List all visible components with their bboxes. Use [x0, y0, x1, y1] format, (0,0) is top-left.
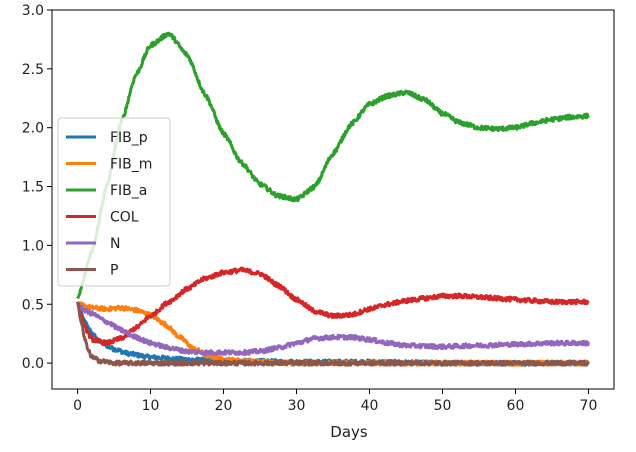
- legend-label-fib-a: FIB_a: [110, 183, 147, 199]
- y-tick-label: 0.5: [22, 297, 44, 313]
- plot-frame: [51, 9, 615, 390]
- y-tick-label: 1.0: [22, 238, 44, 254]
- plot-layer: [76, 31, 590, 367]
- x-tick-label: 70: [580, 398, 598, 414]
- y-tick-label: 3.0: [22, 3, 44, 19]
- y-tick-label: 0.0: [22, 356, 44, 372]
- x-tick-label: 50: [434, 398, 452, 414]
- x-tick-label: 40: [361, 398, 379, 414]
- legend-label-p: P: [110, 263, 118, 279]
- x-tick-label: 0: [73, 398, 82, 414]
- legend-label-n: N: [110, 236, 120, 252]
- y-tick-label: 1.5: [22, 180, 44, 196]
- x-axis-label: Days: [330, 423, 368, 441]
- series-line-fib-a: [76, 31, 590, 300]
- x-tick-label: 60: [507, 398, 525, 414]
- legend-label-fib-m: FIB_m: [110, 157, 152, 173]
- y-tick-label: 2.5: [22, 62, 44, 78]
- x-tick-label: 10: [142, 398, 160, 414]
- legend-label-fib-p: FIB_p: [110, 130, 148, 146]
- x-tick-label: 20: [215, 398, 233, 414]
- legend-label-col: COL: [110, 210, 139, 226]
- series-line-n: [76, 304, 590, 356]
- axes-layer: 0 10 20 30 40 50 60 70 0.0 0.5 1.0 1.5 2.0 2.5 3.0 Days: [22, 3, 615, 441]
- y-tick-label: 2.0: [22, 121, 44, 137]
- series-line-col: [76, 266, 590, 347]
- x-tick-label: 30: [288, 398, 306, 414]
- legend: FIB_p FIB_m FIB_a COL NP: [57, 117, 171, 287]
- series-line-p: [76, 301, 590, 367]
